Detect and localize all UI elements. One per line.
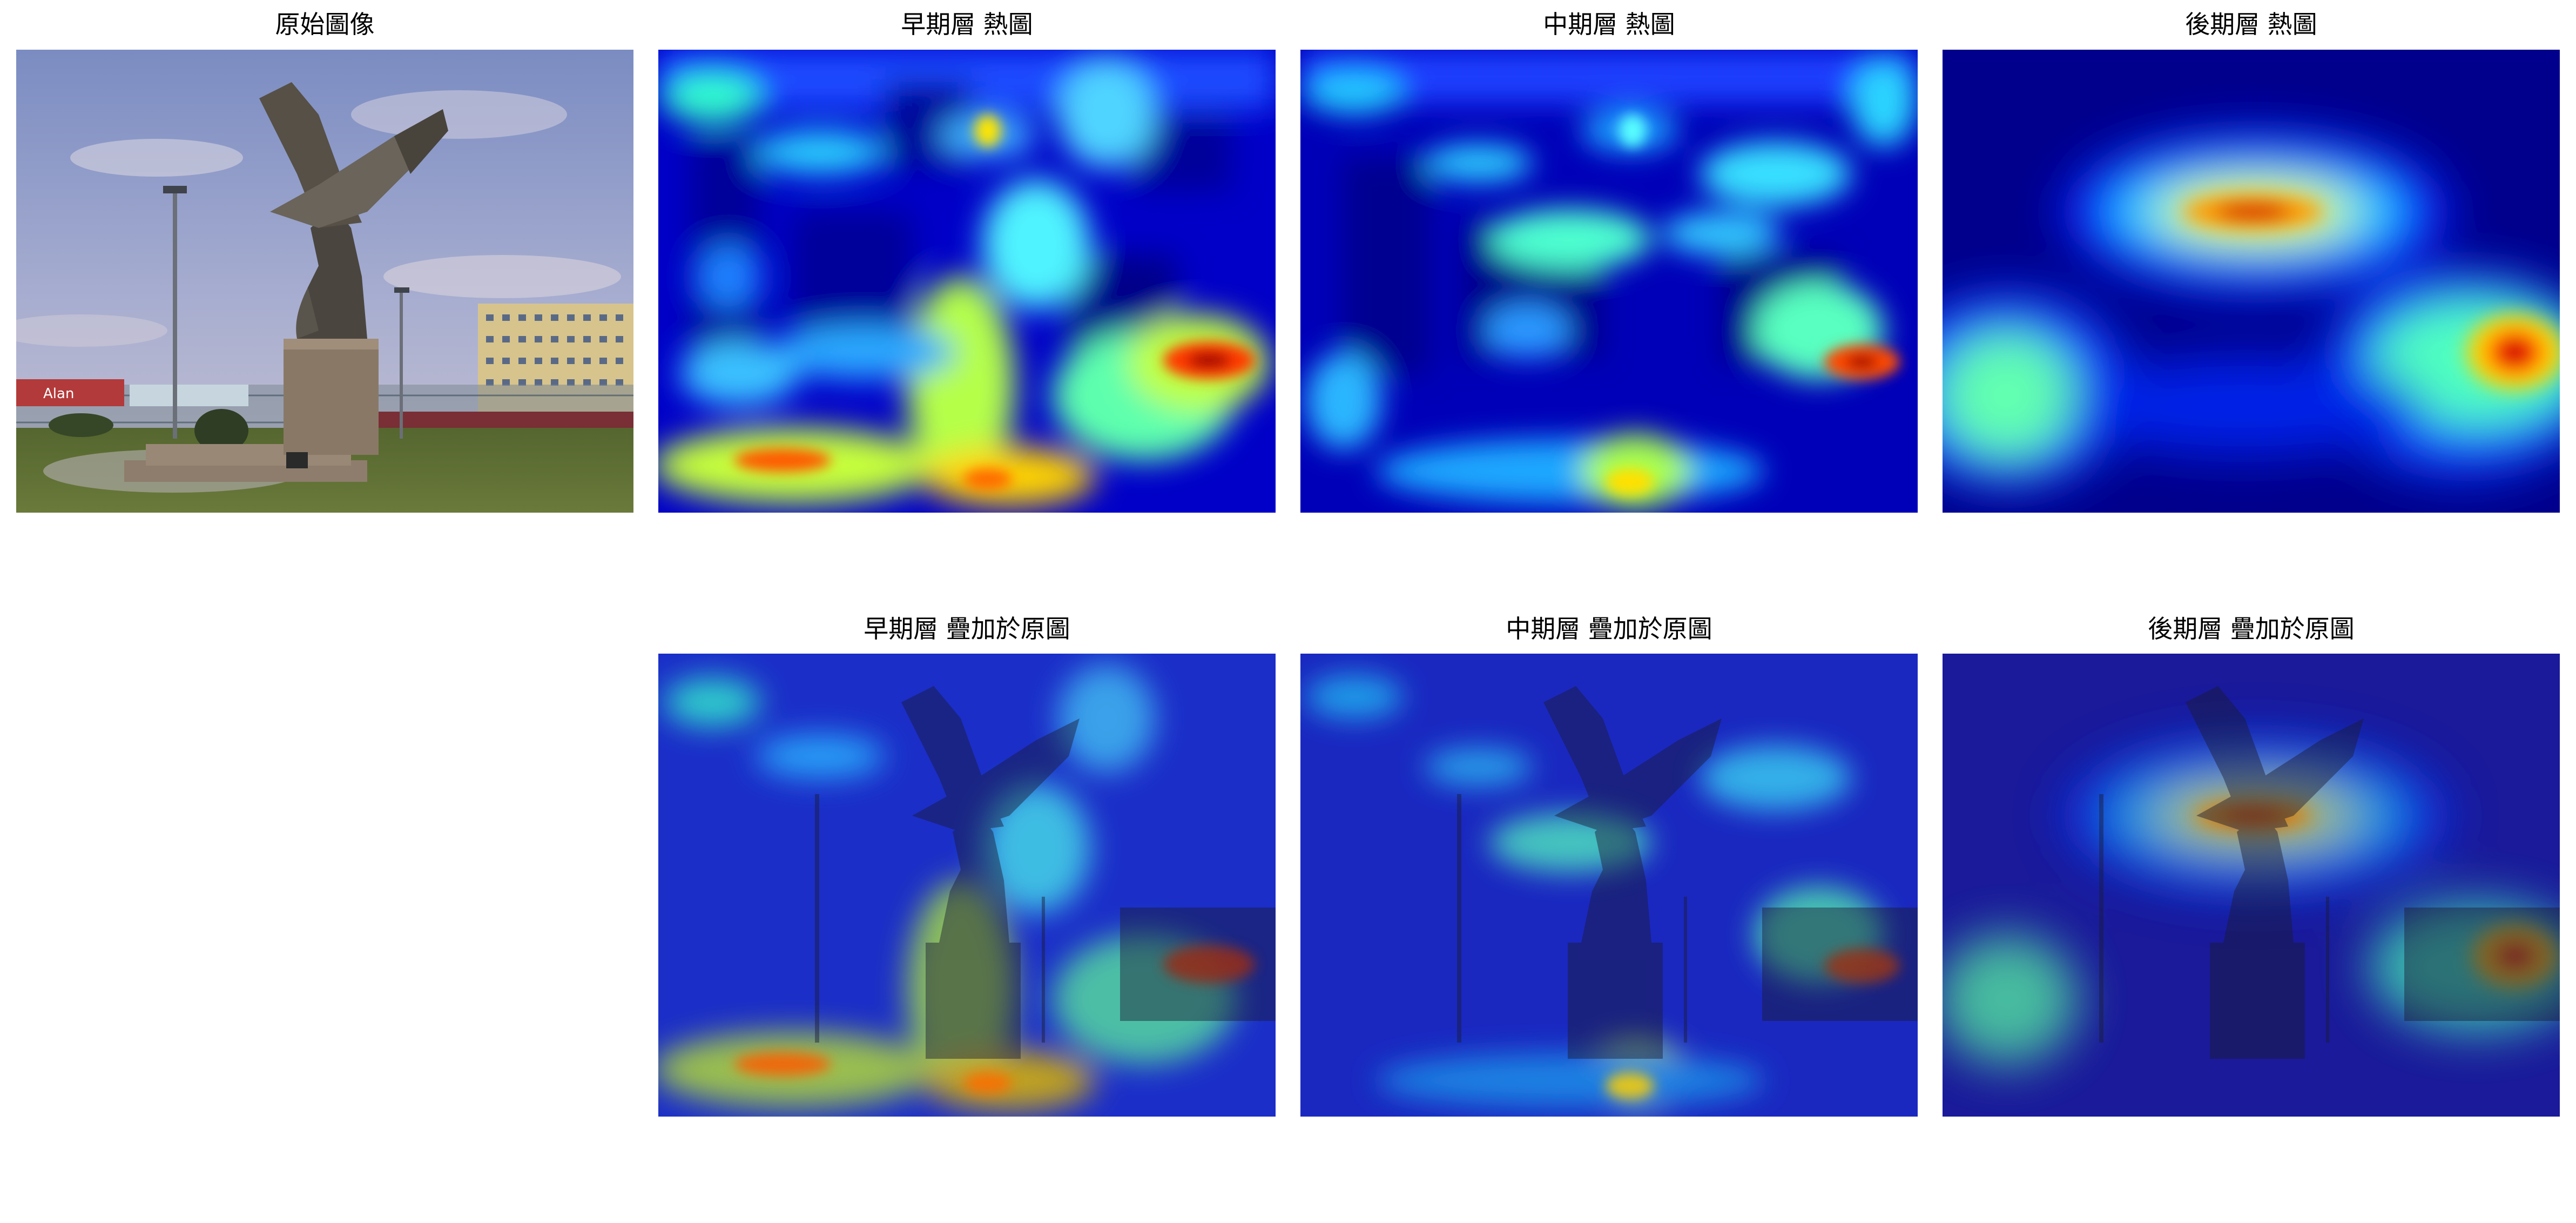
early-heatmap [658, 50, 1276, 513]
panel-title-late-overlay: 後期層 疊加於原圖 [2148, 614, 2355, 643]
late-overlay [1943, 654, 2560, 1117]
photo-sign-text: Alan [43, 386, 74, 402]
panel-title-early-heatmap: 早期層 熱圖 [901, 10, 1033, 39]
early-overlay [658, 654, 1276, 1117]
late-heatmap [1943, 50, 2560, 513]
panel-title-late-heatmap: 後期層 熱圖 [2185, 10, 2317, 39]
mid-overlay [1300, 654, 1918, 1117]
panel-title-mid-heatmap: 中期層 熱圖 [1543, 10, 1675, 39]
panel-title-early-overlay: 早期層 疊加於原圖 [864, 614, 1070, 643]
panel-title-mid-overlay: 中期層 疊加於原圖 [1506, 614, 1712, 643]
mid-heatmap [1300, 50, 1918, 513]
original-image: Alan [16, 50, 633, 513]
panel-title-original: 原始圖像 [275, 10, 375, 39]
